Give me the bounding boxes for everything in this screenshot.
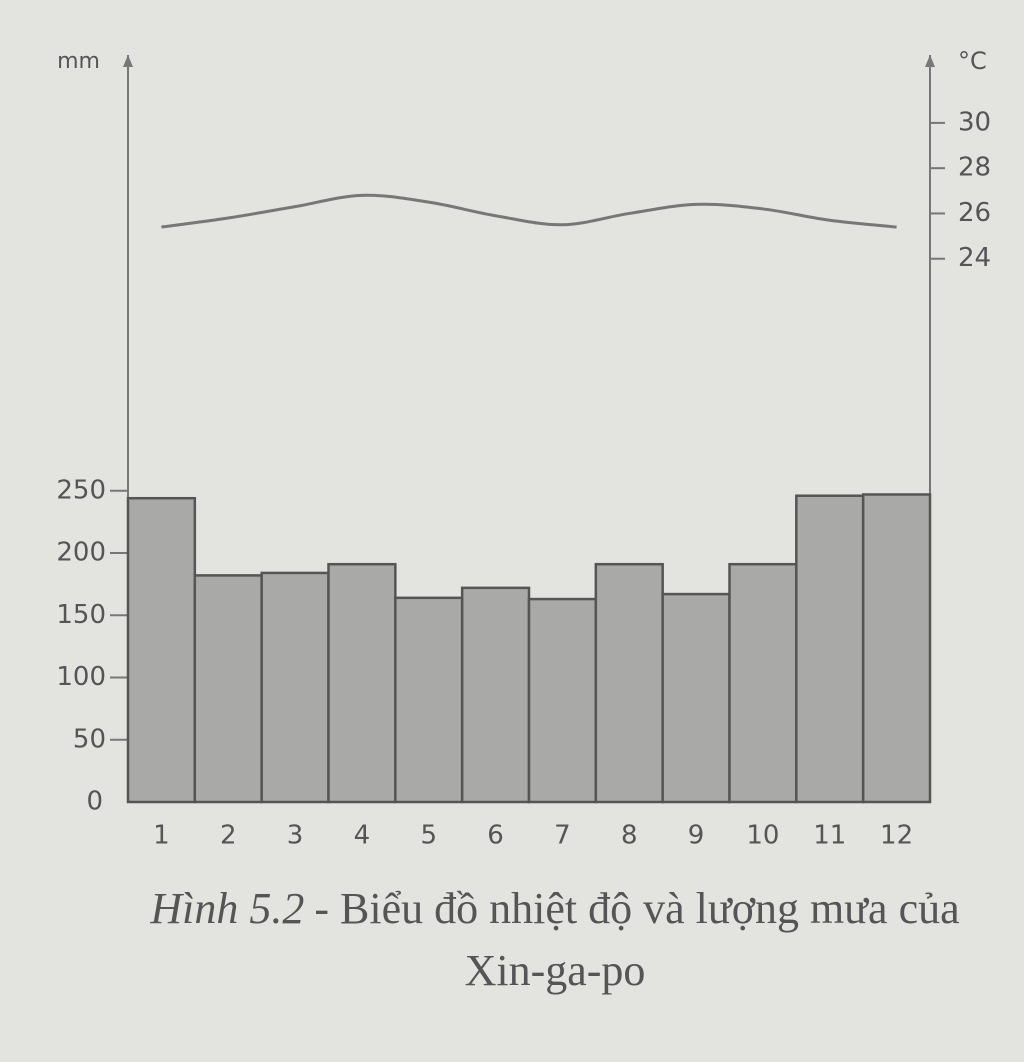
caption-label: Hình 5.2 xyxy=(150,884,305,933)
bar xyxy=(728,562,798,804)
x-tick-label: 7 xyxy=(554,821,571,851)
y-tick-label: 200 xyxy=(56,538,106,568)
bar xyxy=(661,592,731,804)
bar xyxy=(260,571,330,804)
x-tick-label: 11 xyxy=(813,821,846,851)
y-tick-label: 0 xyxy=(86,787,103,817)
y2-axis-arrow xyxy=(925,55,935,67)
x-tick-label: 2 xyxy=(220,821,237,851)
y2-tick-label: 26 xyxy=(958,198,991,228)
x-tick-label: 12 xyxy=(880,821,913,851)
y2-axis-label: °C xyxy=(958,47,987,75)
temperature-line xyxy=(161,193,897,229)
y-tick-label: 250 xyxy=(56,475,106,505)
caption: Hình 5.2- Biểu đồ nhiệt độ và lượng mưa … xyxy=(110,878,1000,1002)
bar xyxy=(394,596,464,804)
y2-tick-label: 24 xyxy=(958,243,991,273)
x-tick-label: 8 xyxy=(621,821,638,851)
bar xyxy=(527,597,598,804)
x-tick-label: 3 xyxy=(287,821,304,851)
x-tick-label: 1 xyxy=(153,821,170,851)
x-tick-label: 4 xyxy=(354,821,371,851)
bar xyxy=(460,586,531,804)
caption-text: - Biểu đồ nhiệt độ và lượng mưa của Xin-… xyxy=(314,884,960,995)
y-tick-label: 100 xyxy=(56,662,106,692)
y-tick-label: 150 xyxy=(56,600,106,630)
bar xyxy=(193,574,263,804)
y-axis-arrow xyxy=(123,55,133,67)
bar xyxy=(327,562,397,804)
x-tick-label: 6 xyxy=(487,821,504,851)
bar xyxy=(861,493,932,804)
x-tick-label: 10 xyxy=(746,821,779,851)
y2-tick-label: 30 xyxy=(958,107,991,137)
x-tick-label: 5 xyxy=(420,821,437,851)
y-axis-label: mm xyxy=(57,49,100,74)
bar xyxy=(594,562,664,804)
y2-tick-label: 28 xyxy=(958,153,991,183)
y-tick-label: 50 xyxy=(73,724,106,754)
x-tick-label: 9 xyxy=(688,821,705,851)
bar xyxy=(795,494,865,804)
bar xyxy=(126,496,197,804)
